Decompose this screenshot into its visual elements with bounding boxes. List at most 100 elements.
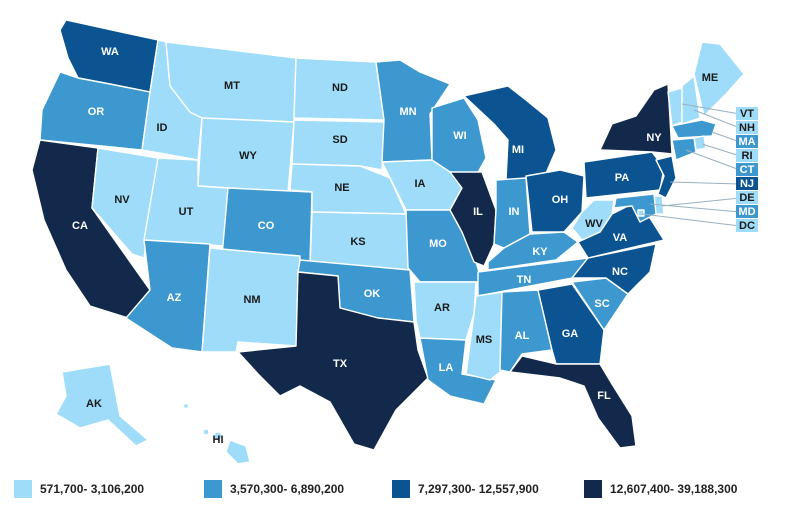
state-sd[interactable] bbox=[291, 119, 385, 171]
state-md[interactable] bbox=[613, 193, 657, 223]
state-label-mt: MT bbox=[224, 80, 240, 92]
state-label-pa: PA bbox=[615, 172, 630, 184]
callout-label-nj: NJ bbox=[740, 178, 754, 190]
callout-box-vt[interactable] bbox=[736, 107, 758, 120]
callout-label-nh: NH bbox=[739, 122, 755, 134]
us-choropleth-map: WA OR CA ID NV MT WY UT AZ CO NM ND SD NE KS OK TX MN IA MO… bbox=[31, 19, 758, 465]
state-me[interactable] bbox=[693, 41, 745, 117]
state-nh[interactable] bbox=[681, 75, 701, 125]
state-label-ms: MS bbox=[476, 334, 493, 346]
state-ma[interactable] bbox=[671, 119, 717, 139]
callout-box-nj[interactable] bbox=[736, 177, 758, 190]
state-dc[interactable] bbox=[637, 209, 645, 217]
legend-swatch-3 bbox=[392, 480, 410, 498]
state-tx[interactable] bbox=[237, 271, 429, 451]
callout-box-dc[interactable] bbox=[736, 219, 758, 232]
state-az[interactable] bbox=[125, 239, 211, 353]
legend-label-1: 571,700- 3,106,200 bbox=[40, 482, 145, 496]
state-label-ar: AR bbox=[434, 302, 450, 314]
state-label-ut: UT bbox=[179, 206, 194, 218]
callout-box-ct[interactable] bbox=[736, 163, 758, 176]
callout-box-nh[interactable] bbox=[736, 121, 758, 134]
callout-box-ma[interactable] bbox=[736, 135, 758, 148]
state-label-fl: FL bbox=[597, 390, 611, 402]
state-hi-island[interactable] bbox=[213, 431, 223, 441]
legend-swatch-4 bbox=[584, 480, 602, 498]
state-label-in: IN bbox=[509, 206, 520, 218]
state-label-mn: MN bbox=[399, 106, 416, 118]
state-label-sc: SC bbox=[594, 298, 609, 310]
state-label-wy: WY bbox=[239, 150, 257, 162]
callout-leaders bbox=[641, 103, 741, 227]
legend-item-3: 7,297,300- 12,557,900 bbox=[392, 478, 539, 500]
state-mi[interactable] bbox=[463, 85, 557, 181]
state-label-mi: MI bbox=[512, 144, 524, 156]
state-label-la: LA bbox=[439, 362, 454, 374]
state-ny[interactable] bbox=[599, 83, 673, 155]
callout-box-ri[interactable] bbox=[736, 149, 758, 162]
state-label-id: ID bbox=[157, 122, 168, 134]
state-wi[interactable] bbox=[431, 97, 487, 177]
state-label-wv: WV bbox=[585, 218, 603, 230]
state-label-ky: KY bbox=[532, 246, 548, 258]
legend-swatch-1 bbox=[14, 480, 32, 498]
legend-swatch-2 bbox=[204, 480, 222, 498]
state-wv[interactable] bbox=[571, 199, 615, 241]
legend-label-4: 12,607,400- 39,188,300 bbox=[610, 482, 738, 496]
callout-label-ct: CT bbox=[740, 164, 755, 176]
state-label-az: AZ bbox=[167, 292, 182, 304]
state-label-hi: HI bbox=[213, 434, 224, 446]
state-label-nv: NV bbox=[114, 194, 130, 206]
state-ct[interactable] bbox=[671, 137, 697, 161]
state-fl[interactable] bbox=[509, 355, 637, 449]
state-hi-island-3[interactable] bbox=[182, 402, 190, 410]
state-label-wi: WI bbox=[453, 130, 466, 142]
legend-item-4: 12,607,400- 39,188,300 bbox=[584, 478, 737, 500]
state-mn[interactable] bbox=[375, 59, 451, 163]
callout-label-ma: MA bbox=[738, 136, 755, 148]
state-label-co: CO bbox=[258, 220, 275, 232]
state-hi[interactable] bbox=[225, 439, 251, 465]
state-la[interactable] bbox=[419, 337, 497, 405]
state-label-me: ME bbox=[702, 72, 719, 84]
state-nm[interactable] bbox=[201, 247, 301, 353]
state-label-oh: OH bbox=[552, 194, 569, 206]
state-ky[interactable] bbox=[487, 231, 579, 271]
state-il[interactable] bbox=[449, 171, 497, 267]
state-label-tn: TN bbox=[517, 274, 532, 286]
state-pa[interactable] bbox=[583, 151, 665, 199]
state-label-nc: NC bbox=[612, 266, 628, 278]
state-label-ia: IA bbox=[415, 178, 426, 190]
state-label-wa: WA bbox=[101, 46, 119, 58]
state-label-ga: GA bbox=[562, 328, 579, 340]
callout-box-md[interactable] bbox=[736, 205, 758, 218]
state-nv[interactable] bbox=[91, 147, 159, 259]
state-label-nm: NM bbox=[243, 294, 260, 306]
legend-label-2: 3,570,300- 6,890,200 bbox=[230, 482, 345, 496]
callout-labels-layer: VT NH MA RI CT NJ DE MD DC bbox=[736, 107, 758, 232]
state-label-ca: CA bbox=[72, 220, 88, 232]
callout-box-de[interactable] bbox=[736, 191, 758, 204]
state-label-al: AL bbox=[515, 330, 530, 342]
states-layer bbox=[31, 19, 745, 465]
callout-label-de: DE bbox=[739, 192, 754, 204]
legend-item-2: 3,570,300- 6,890,200 bbox=[204, 478, 344, 500]
state-label-va: VA bbox=[613, 232, 628, 244]
state-label-sd: SD bbox=[332, 134, 347, 146]
state-label-nd: ND bbox=[332, 82, 348, 94]
callout-label-dc: DC bbox=[739, 220, 755, 232]
state-label-ak: AK bbox=[86, 398, 102, 410]
state-label-il: IL bbox=[473, 206, 483, 218]
state-ak[interactable] bbox=[55, 363, 149, 447]
state-label-ny: NY bbox=[646, 132, 662, 144]
state-label-mo: MO bbox=[429, 238, 447, 250]
callout-label-vt: VT bbox=[740, 108, 754, 120]
state-label-ks: KS bbox=[350, 236, 365, 248]
state-label-or: OR bbox=[88, 106, 105, 118]
callout-label-md: MD bbox=[738, 206, 755, 218]
state-labels-layer: WA OR CA ID NV MT WY UT AZ CO NM ND SD NE KS OK TX MN IA MO… bbox=[72, 46, 718, 446]
state-nj[interactable] bbox=[655, 155, 677, 199]
state-hi-island-2[interactable] bbox=[202, 428, 210, 436]
state-label-tx: TX bbox=[333, 358, 348, 370]
